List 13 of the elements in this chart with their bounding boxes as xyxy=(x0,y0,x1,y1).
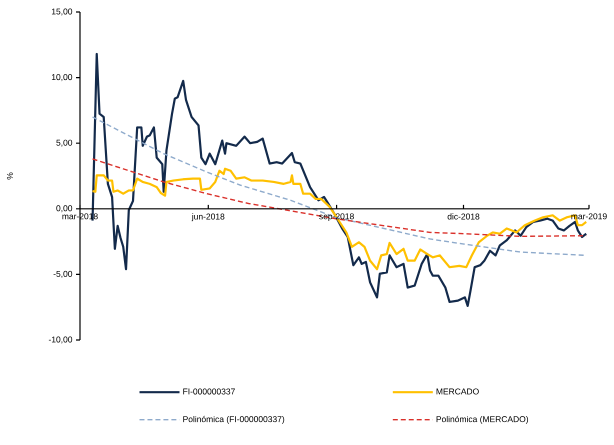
x-tick-label: jun-2018 xyxy=(192,213,224,222)
y-tick-label: 10,00 xyxy=(52,74,72,82)
y-tick-label: -10,00 xyxy=(48,336,72,344)
legend-label: MERCADO xyxy=(436,388,479,394)
y-tick-label: 0,00 xyxy=(56,205,72,212)
legend-label: Polinómica (FI-000000337) xyxy=(183,416,284,424)
legend-label: FI-000000337 xyxy=(183,388,235,394)
x-tick-label: dic-2018 xyxy=(448,213,480,220)
y-tick-label: -5,00 xyxy=(54,270,72,278)
y-tick-label: 15,00 xyxy=(52,8,72,16)
y-tick-label: 5,00 xyxy=(56,140,72,147)
legend-label: Polinómica (MERCADO) xyxy=(436,416,528,424)
y-axis-title: % xyxy=(6,172,13,180)
